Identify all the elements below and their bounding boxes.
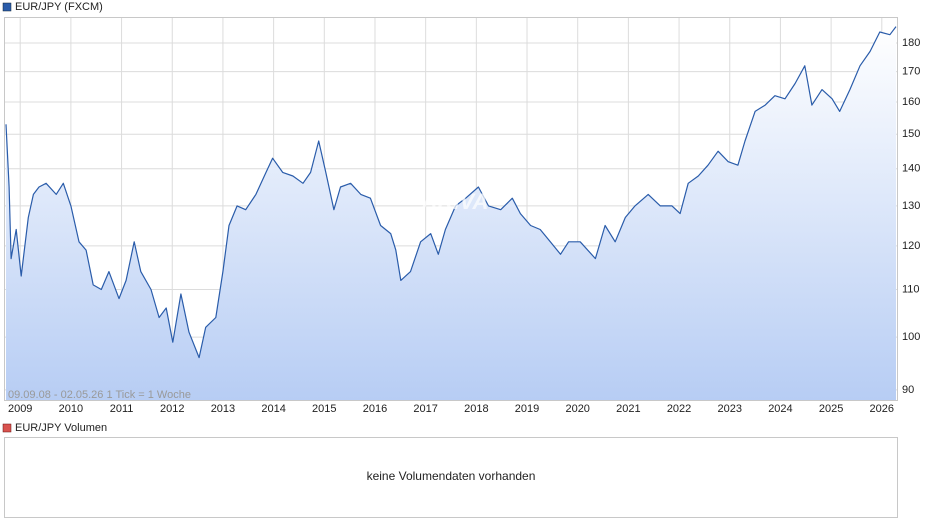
x-tick-label: 2026 bbox=[870, 403, 894, 415]
legend-swatch bbox=[2, 2, 12, 12]
x-tick-label: 2012 bbox=[160, 403, 184, 415]
plot-area bbox=[5, 17, 897, 400]
y-tick-label: 160 bbox=[902, 96, 920, 108]
x-tick-label: 2010 bbox=[59, 403, 83, 415]
x-tick-label: 2023 bbox=[718, 403, 742, 415]
x-tick-label: 2015 bbox=[312, 403, 336, 415]
legend-label: EUR/JPY (FXCM) bbox=[15, 1, 103, 13]
x-tick-label: 2022 bbox=[667, 403, 691, 415]
x-tick-label: 2017 bbox=[413, 403, 437, 415]
price-line bbox=[5, 26, 897, 359]
x-tick-label: 2020 bbox=[565, 403, 589, 415]
plot-frame bbox=[4, 17, 898, 401]
x-tick-label: 2024 bbox=[768, 403, 792, 415]
x-tick-label: 2016 bbox=[363, 403, 387, 415]
y-tick-label: 140 bbox=[902, 163, 920, 175]
x-tick-label: 2019 bbox=[515, 403, 539, 415]
y-tick-label: 90 bbox=[902, 384, 914, 396]
y-tick-label: 130 bbox=[902, 200, 920, 212]
x-tick-label: 2018 bbox=[464, 403, 488, 415]
x-tick-label: 2021 bbox=[616, 403, 640, 415]
watermark: ARIVA bbox=[421, 189, 489, 214]
x-tick-label: 2025 bbox=[819, 403, 843, 415]
area-fill bbox=[6, 26, 896, 400]
volume-message: keine Volumendaten vorhanden bbox=[367, 469, 536, 483]
y-tick-label: 150 bbox=[902, 128, 920, 140]
y-tick-label: 170 bbox=[902, 66, 920, 78]
y-tick-label: 180 bbox=[902, 37, 920, 49]
x-tick-label: 2014 bbox=[261, 403, 285, 415]
y-tick-label: 120 bbox=[902, 240, 920, 252]
x-tick-label: 2009 bbox=[8, 403, 32, 415]
range-annotation: 09.09.08 - 02.05.26 1 Tick = 1 Woche bbox=[8, 389, 191, 401]
volume-legend-label: EUR/JPY Volumen bbox=[15, 422, 107, 434]
x-tick-label: 2011 bbox=[110, 403, 134, 415]
y-tick-label: 100 bbox=[902, 331, 920, 343]
y-tick-label: 110 bbox=[902, 283, 920, 295]
volume-frame bbox=[4, 437, 898, 518]
volume-legend-swatch bbox=[2, 423, 12, 433]
x-tick-label: 2013 bbox=[211, 403, 235, 415]
